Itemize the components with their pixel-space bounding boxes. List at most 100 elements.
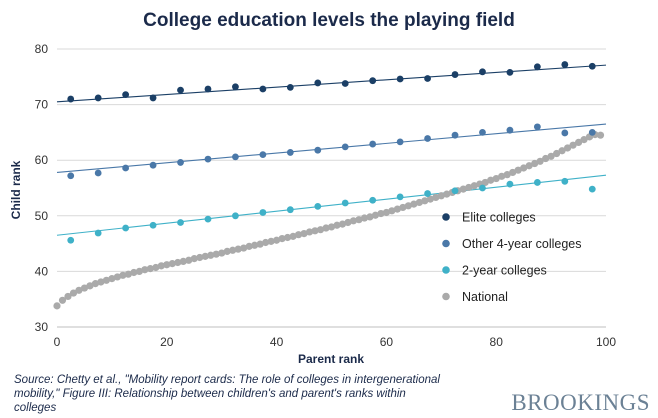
point-national-34 [240,244,248,252]
point-elite-colleges-5 [204,85,212,93]
point-national-82 [503,171,511,179]
point-national-61 [388,207,396,215]
point-2-year-colleges-10 [341,199,349,207]
point-national-24 [185,256,193,264]
point-national-33 [234,245,242,253]
point-national-18 [152,263,160,272]
point-2-year-colleges-18 [561,177,569,185]
point-2-year-colleges-0 [67,236,75,244]
point-elite-colleges-11 [369,77,377,85]
point-other-4-year-colleges-5 [204,155,212,163]
y-tick-label-70: 70 [35,98,49,112]
point-national-52 [338,220,347,228]
point-national-57 [366,213,374,221]
point-national-74 [459,185,467,193]
point-other-4-year-colleges-2 [122,164,130,172]
point-national-4 [75,286,83,294]
point-national-20 [163,261,171,269]
point-other-4-year-colleges-16 [506,126,514,134]
point-other-4-year-colleges-4 [177,159,184,166]
point-other-4-year-colleges-18 [561,129,569,137]
legend-label-national: National [462,290,508,304]
legend: Elite colleges Other 4-year colleges 2-yea… [442,211,582,304]
point-national-40 [273,236,281,244]
point-national-16 [141,266,149,274]
point-national-85 [520,164,528,172]
point-national-96 [580,136,588,144]
point-2-year-colleges-12 [396,193,404,201]
point-national-9 [102,276,111,284]
point-2-year-colleges-11 [369,196,377,204]
trend-line-elite-colleges [56,64,607,103]
point-2-year-colleges-14 [451,187,459,195]
point-national-39 [267,237,275,245]
point-national-81 [498,172,506,180]
point-national-50 [327,223,336,231]
point-national-49 [322,224,330,232]
point-other-4-year-colleges-3 [149,161,157,169]
legend-marker-2-year-colleges [442,266,450,274]
point-elite-colleges-10 [341,80,349,87]
point-national-25 [190,255,198,263]
point-2-year-colleges-16 [506,180,514,188]
point-national-62 [393,205,401,213]
point-national-69 [432,193,440,202]
point-elite-colleges-7 [259,85,267,93]
point-national-90 [547,152,555,160]
point-national-70 [437,192,445,200]
point-national-14 [130,268,138,277]
point-elite-colleges-8 [286,83,294,91]
point-national-10 [108,275,116,283]
point-national-94 [569,141,577,149]
x-tick-label-100: 100 [596,335,616,349]
point-other-4-year-colleges-9 [314,146,322,154]
point-national-3 [69,289,78,297]
point-national-28 [207,251,215,259]
point-national-76 [470,182,478,190]
point-elite-colleges-18 [561,61,569,68]
y-tick-label-80: 80 [35,42,49,56]
y-tick-label-30: 30 [35,320,49,334]
y-tick-label-60: 60 [35,153,49,167]
point-national-12 [119,271,127,279]
point-national-43 [289,232,297,240]
point-national-13 [124,270,132,278]
point-national-54 [349,217,358,225]
point-national-86 [525,162,533,170]
point-national-56 [360,214,369,222]
point-elite-colleges-14 [451,71,459,78]
point-other-4-year-colleges-12 [396,138,404,146]
x-tick-label-0: 0 [54,335,61,349]
point-national-23 [179,257,187,265]
point-national-21 [168,260,176,268]
point-other-4-year-colleges-6 [232,153,239,161]
point-national-1 [58,296,67,304]
point-national-26 [196,253,204,262]
point-other-4-year-colleges-0 [67,172,75,180]
legend-label-elite-colleges: Elite colleges [462,211,536,225]
data-points [53,61,605,310]
point-national-30 [218,249,226,257]
point-national-67 [421,197,429,205]
y-tick-label-40: 40 [35,264,49,278]
point-elite-colleges-17 [533,63,541,71]
point-national-35 [245,242,253,250]
point-other-4-year-colleges-13 [424,135,431,142]
trend-lines [56,64,607,236]
point-national-17 [146,265,154,273]
point-national-89 [542,154,550,163]
point-national-15 [135,267,143,275]
point-national-44 [294,231,303,239]
point-national-59 [377,209,385,218]
point-national-68 [426,195,434,203]
trend-line-other-4-year-colleges [56,123,607,173]
point-2-year-colleges-4 [177,219,184,226]
gridlines [57,48,606,272]
point-elite-colleges-9 [314,79,322,87]
point-national-88 [536,157,544,165]
point-national-29 [212,250,220,258]
point-national-64 [404,202,412,210]
point-national-83 [509,168,517,177]
point-2-year-colleges-17 [533,179,541,186]
